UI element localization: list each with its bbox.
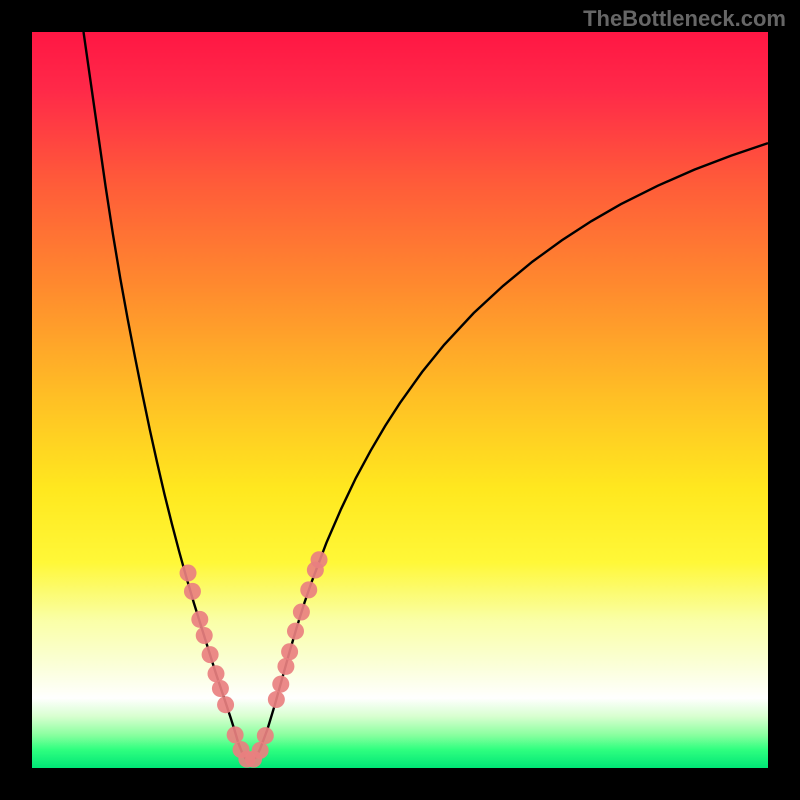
- data-marker: [208, 665, 225, 682]
- chart-plot-area: [32, 32, 768, 768]
- data-marker: [252, 742, 269, 759]
- chart-overlay: [32, 32, 768, 768]
- data-markers: [180, 551, 328, 767]
- data-marker: [227, 726, 244, 743]
- data-marker: [293, 603, 310, 620]
- bottleneck-curve: [84, 32, 768, 762]
- data-marker: [287, 623, 304, 640]
- data-marker: [196, 627, 213, 644]
- watermark-text: TheBottleneck.com: [583, 6, 786, 32]
- data-marker: [257, 727, 274, 744]
- data-marker: [202, 646, 219, 663]
- data-marker: [180, 564, 197, 581]
- data-marker: [268, 691, 285, 708]
- data-marker: [272, 676, 289, 693]
- data-marker: [217, 696, 234, 713]
- data-marker: [281, 643, 298, 660]
- data-marker: [191, 611, 208, 628]
- data-marker: [300, 581, 317, 598]
- data-marker: [311, 551, 328, 568]
- data-marker: [277, 658, 294, 675]
- data-marker: [184, 583, 201, 600]
- data-marker: [212, 680, 229, 697]
